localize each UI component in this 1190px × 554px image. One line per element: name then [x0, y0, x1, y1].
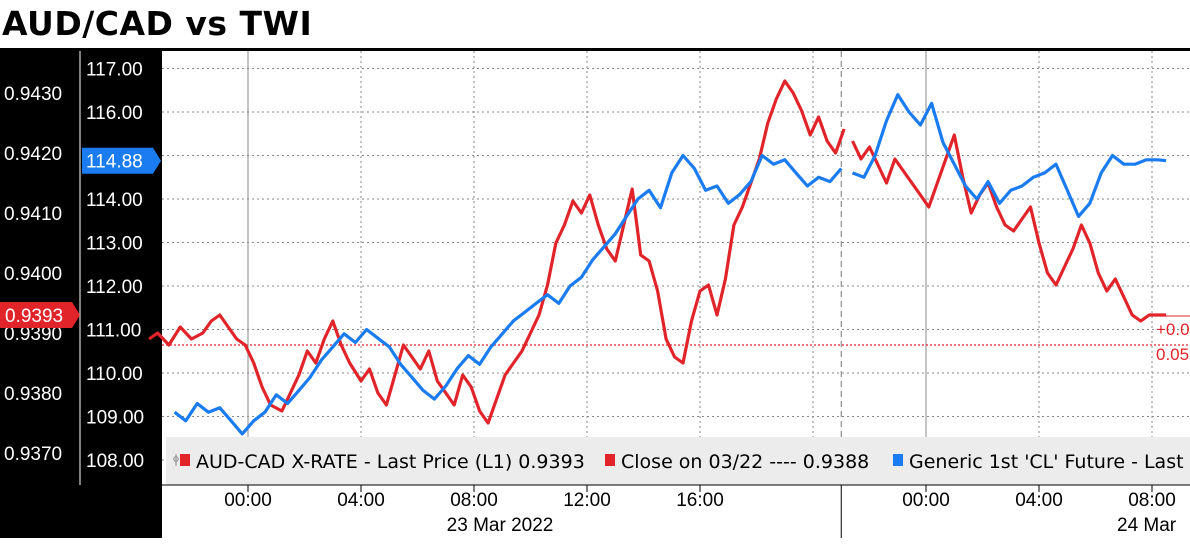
last-value-tag-left	[0, 302, 80, 328]
legend-background	[166, 437, 1190, 485]
x-tick-label: 00:00	[902, 490, 950, 511]
left-axis-tick: 0.9410	[4, 204, 62, 225]
x-tick-label: 16:00	[676, 490, 724, 511]
right-axis-tick: 109.00	[86, 408, 144, 429]
chart: 0.9370 0.9380 0.9390 0.9400 0.9410 0.9420 0.94…	[0, 48, 1190, 538]
x-tick-label: 04:00	[337, 490, 385, 511]
series-layer: +0.0 0.05	[148, 79, 1190, 436]
left-axis-tick: 0.9370	[4, 444, 62, 465]
right-axis-tick: 111.00	[86, 321, 141, 342]
left-axis-tick: 0.9420	[4, 144, 62, 165]
edge-label-change: +0.0	[1156, 320, 1190, 339]
legend-swatch	[180, 454, 190, 466]
x-tick-label: 00:00	[224, 490, 272, 511]
last-value-label-left: 0.9393	[5, 306, 63, 327]
right-axis-tick: 117.00	[86, 60, 143, 81]
legend: AUD-CAD X-RATE - Last Price (L1) 0.9393 C…	[166, 437, 1190, 485]
right-axis-tick: 112.00	[86, 277, 143, 298]
page-title: AUD/CAD vs TWI	[2, 4, 313, 43]
series-line-audcad	[148, 79, 1167, 425]
x-tick-label: 12:00	[563, 490, 611, 511]
x-axis: 00:00 04:00 08:00 12:00 16:00 00:00 04:00 08:00…	[162, 484, 1190, 538]
left-axis-tick: 0.9390	[4, 324, 62, 345]
legend-label: AUD-CAD X-RATE - Last Price (L1) 0.9393	[196, 451, 585, 473]
x-axis-background	[162, 485, 1190, 538]
x-tick-label: 08:00	[1128, 490, 1176, 511]
right-axis-tick: 113.00	[86, 234, 143, 255]
left-axis: 0.9370 0.9380 0.9390 0.9400 0.9410 0.9420 0.94…	[0, 51, 81, 485]
right-axis: 108.00 109.00 110.00 111.00 112.00 113.00 114.…	[82, 60, 161, 472]
left-axis-tick: 0.9400	[4, 264, 62, 285]
last-value-tag-right	[82, 147, 161, 174]
left-axis-tick: 0.9430	[4, 84, 62, 105]
right-axis-tick: 114.00	[86, 190, 143, 211]
x-date-label: 24 Mar	[1117, 515, 1177, 536]
right-axis-tick: 108.00	[86, 451, 144, 472]
edge-label-change-pct: 0.05	[1156, 345, 1189, 364]
last-value-label-right: 114.88	[86, 152, 143, 173]
legend-label: Generic 1st 'CL' Future - Last	[909, 451, 1184, 473]
legend-line-icon	[173, 456, 179, 462]
legend-swatch	[605, 454, 615, 466]
series-line-cl-future	[173, 93, 1167, 436]
x-tick-label: 08:00	[450, 490, 498, 511]
right-axis-tick: 116.00	[86, 103, 143, 124]
legend-label: Close on 03/22 ---- 0.9388	[621, 451, 869, 473]
x-date-label: 23 Mar 2022	[447, 515, 554, 536]
footer-source: AUDCAD Curncy (AUD-CAD X-RATE) AUDCAD vs…	[6, 538, 417, 551]
footer-copyright: Copyright© 2022 Bloomberg Finance L.P.	[833, 538, 1060, 551]
legend-swatch	[893, 454, 903, 466]
plot-area	[162, 51, 1190, 485]
left-axis-tick: 0.9380	[4, 384, 62, 405]
x-tick-label: 04:00	[1015, 490, 1063, 511]
right-axis-tick: 110.00	[86, 364, 143, 385]
